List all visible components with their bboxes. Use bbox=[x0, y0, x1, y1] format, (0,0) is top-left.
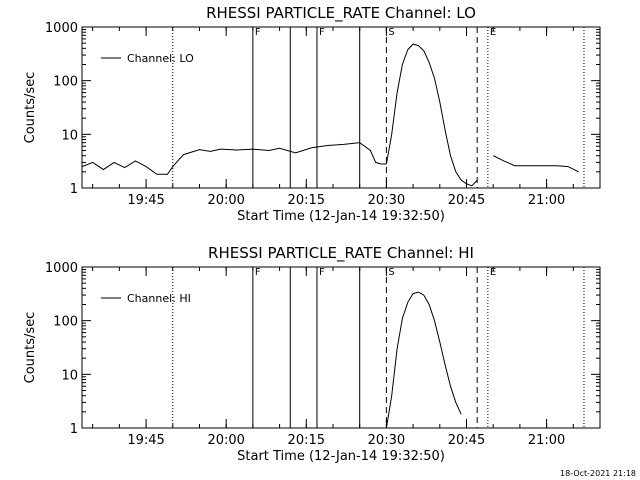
x-tick-label: 21:00 bbox=[528, 193, 565, 208]
time-marker-label: E bbox=[490, 27, 496, 38]
series-line bbox=[385, 291, 462, 429]
y-tick-label: 100 bbox=[53, 75, 78, 90]
x-tick-label: 20:15 bbox=[288, 193, 325, 208]
time-marker-label: E bbox=[490, 267, 496, 278]
legend-label: Channel: LO bbox=[127, 52, 194, 65]
y-tick-label: 100 bbox=[53, 315, 78, 330]
plot-frame bbox=[81, 266, 601, 429]
x-tick-label: 20:45 bbox=[448, 433, 485, 448]
y-axis-label: Counts/sec bbox=[23, 312, 38, 384]
x-tick-label: 21:00 bbox=[528, 433, 565, 448]
series-line bbox=[81, 142, 387, 175]
x-tick-label: 20:00 bbox=[207, 193, 244, 208]
x-axis-label: Start Time (12-Jan-14 19:32:50) bbox=[237, 449, 445, 464]
panel-lo: RHESSI PARTICLE_RATE Channel: LO 19:45 20:… bbox=[23, 4, 601, 224]
footer-timestamp: 18-Oct-2021 21:18 bbox=[560, 469, 636, 478]
x-tick-label: 20:00 bbox=[207, 433, 244, 448]
time-marker-label: F bbox=[319, 27, 325, 38]
x-tick-label: 20:15 bbox=[288, 433, 325, 448]
time-marker-label: S bbox=[388, 27, 394, 38]
time-marker-label: F bbox=[255, 27, 261, 38]
x-tick-label: 19:45 bbox=[127, 433, 164, 448]
y-axis-label: Counts/sec bbox=[23, 72, 38, 144]
y-tick-label: 1000 bbox=[45, 261, 78, 276]
panel-hi: RHESSI PARTICLE_RATE Channel: HI 19:45 20:… bbox=[23, 244, 601, 464]
y-tick-label: 10 bbox=[61, 128, 78, 143]
y-tick-label: 1 bbox=[70, 422, 78, 437]
x-tick-label: 20:30 bbox=[368, 193, 405, 208]
chart-title: RHESSI PARTICLE_RATE Channel: LO bbox=[206, 4, 476, 23]
x-axis-label: Start Time (12-Jan-14 19:32:50) bbox=[237, 209, 445, 224]
y-tick-label: 10 bbox=[61, 368, 78, 383]
series-line bbox=[492, 155, 579, 173]
plot-frame bbox=[81, 26, 601, 189]
time-marker-label: F bbox=[255, 267, 261, 278]
x-tick-label: 20:45 bbox=[448, 193, 485, 208]
y-tick-label: 1 bbox=[70, 182, 78, 197]
y-tick-label: 1000 bbox=[45, 21, 78, 36]
x-tick-label: 20:30 bbox=[368, 433, 405, 448]
legend-label: Channel: HI bbox=[127, 292, 191, 305]
time-marker-label: F bbox=[319, 267, 325, 278]
time-marker-label: S bbox=[388, 267, 394, 278]
series-line bbox=[385, 43, 478, 187]
x-tick-label: 19:45 bbox=[127, 193, 164, 208]
chart-title: RHESSI PARTICLE_RATE Channel: HI bbox=[208, 244, 474, 263]
